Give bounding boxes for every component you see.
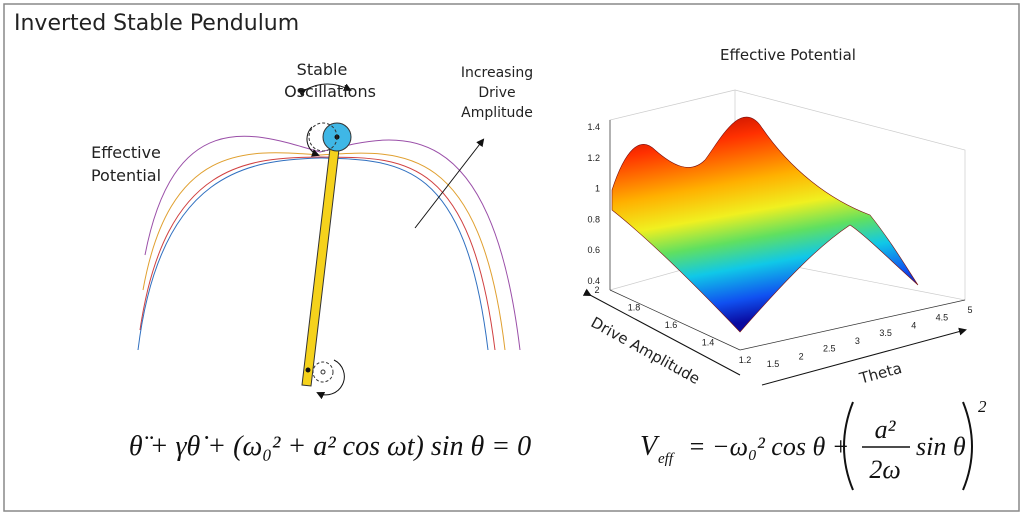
z-tick-label: 1: [595, 184, 600, 194]
eq-middle: = −ω₀² cos θ +: [688, 432, 849, 461]
z-tick-label: 1.2: [587, 153, 600, 163]
amplitude-label: Drive: [478, 85, 515, 101]
z-tick-label: 0.6: [587, 245, 600, 255]
amplitude-label: Increasing: [461, 65, 533, 81]
drive-axis-arrow: [582, 288, 741, 376]
eq-numerator: a²: [875, 415, 897, 444]
theta-tick-label: 4.5: [936, 313, 949, 323]
potential-equation: V eff = −ω₀² cos θ + a² 2ω sin θ 2: [640, 397, 987, 491]
amplitude-arrow: [414, 138, 485, 229]
stable-label: Stable: [297, 60, 348, 79]
theta-tick-label: 3: [855, 336, 860, 346]
theta-tick-label: 2.5: [823, 344, 836, 354]
drive-tick-label: 1.6: [665, 320, 678, 330]
eq-tail: sin θ: [916, 432, 966, 461]
theta-tick-label: 4: [911, 320, 916, 330]
theta-axis-arrow: [761, 327, 967, 386]
surface: [611, 116, 919, 333]
z-tick-label: 0.4: [587, 276, 600, 286]
potential-label: Effective: [91, 143, 161, 162]
theta-tick-label: 1.5: [767, 359, 780, 369]
eq-denominator: 2ω: [869, 455, 900, 484]
z-tick-label: 1.4: [587, 122, 600, 132]
title: Inverted Stable Pendulum: [14, 11, 299, 36]
drive-tick-label: 2: [594, 285, 599, 295]
potential-curves: [137, 135, 521, 351]
plot-title: Effective Potential: [720, 46, 856, 64]
drive-tick-label: 1.8: [628, 303, 641, 313]
eq-lhs-sub: eff: [658, 451, 675, 467]
frame: [3, 3, 1020, 512]
equation: θ̈ + γθ̇ + (ω₀² + a² cos ωt) sin θ = 0: [129, 431, 531, 462]
amplitude-label: Amplitude: [461, 105, 533, 121]
theta-tick-label: 5: [967, 305, 972, 315]
eq-lhs: V: [640, 431, 660, 462]
theta-tick-label: 3.5: [879, 328, 892, 338]
z-tick-label: 0.8: [587, 214, 600, 224]
eq-exponent: 2: [978, 397, 987, 416]
theta-tick-label: 2: [799, 351, 804, 361]
drive-tick-label: 1.4: [702, 338, 715, 348]
drive-tick-label: 1.2: [739, 355, 752, 365]
ticks: 0.4 0.6 0.8 1 1.2 1.4 1.2 1.4 1.6 1.8 2 1.5 2 2.5 3 3.5…: [587, 122, 972, 369]
theta-axis-label: Theta: [857, 359, 904, 388]
pendulum: [297, 83, 352, 400]
potential-label: Potential: [91, 166, 161, 185]
stable-label: Oscillations: [284, 82, 376, 101]
